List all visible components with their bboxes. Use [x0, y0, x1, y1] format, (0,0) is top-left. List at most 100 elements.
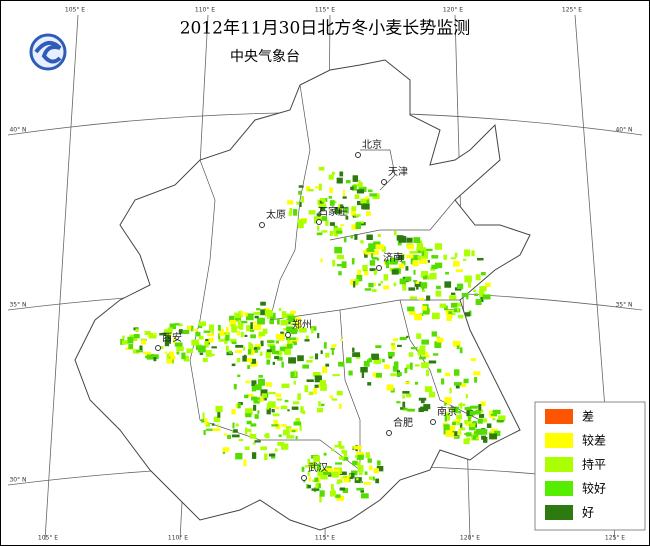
crop-patch [198, 321, 206, 327]
city-marker [386, 430, 392, 436]
crop-patch [245, 408, 253, 415]
crop-patch [439, 303, 447, 308]
crop-patch [164, 337, 171, 344]
crop-patch [417, 348, 426, 356]
crop-patch [336, 263, 343, 267]
crop-patch [289, 310, 297, 314]
crop-patch [233, 383, 237, 390]
crop-patch [402, 285, 407, 291]
crop-patch [258, 375, 263, 378]
crop-patch [299, 201, 302, 208]
crop-patch [267, 340, 275, 344]
crop-patch [288, 211, 292, 216]
city-label: 合肥 [393, 416, 413, 429]
crop-patch [446, 402, 450, 406]
crop-patch [475, 299, 482, 306]
crop-patch [404, 276, 412, 282]
crop-patch [376, 465, 384, 472]
crop-patch [250, 329, 255, 332]
crop-patch [333, 225, 338, 229]
crop-patch [173, 323, 180, 326]
crop-patch [245, 413, 252, 418]
crop-patch [368, 243, 376, 249]
crop-patch [279, 346, 285, 352]
crop-patch [271, 424, 279, 427]
legend-label: 差 [582, 410, 594, 424]
crop-patch [366, 198, 370, 204]
crop-patch [450, 257, 456, 260]
crop-patch [360, 366, 368, 373]
crop-patch [215, 405, 223, 413]
crop-patch [159, 332, 167, 336]
crop-patch [164, 341, 170, 347]
crop-patch [447, 425, 456, 432]
graticule-label: 120° E [443, 7, 463, 14]
crop-patch [424, 354, 430, 358]
crop-patch [356, 456, 364, 460]
crop-patch [377, 257, 380, 261]
crop-patch [444, 412, 450, 416]
crop-patch [360, 493, 369, 499]
graticule-label: 40° N [9, 127, 26, 134]
crop-patch [266, 403, 270, 410]
crop-patch [254, 315, 259, 319]
crop-patch [360, 480, 363, 483]
crop-patch [362, 264, 368, 271]
crop-patch [202, 412, 205, 420]
legend-swatch [545, 409, 573, 424]
crop-patch [319, 380, 326, 387]
crop-patch [390, 261, 398, 265]
crop-patch [235, 350, 243, 353]
crop-patch [453, 302, 462, 307]
city-label: 石家庄 [318, 205, 348, 218]
crop-patch [199, 352, 204, 355]
crop-patch [282, 429, 290, 436]
crop-patch [266, 359, 271, 365]
crop-patch [367, 458, 372, 463]
crop-patch [365, 452, 370, 459]
crop-patch [466, 432, 472, 437]
crop-patch [409, 311, 416, 315]
crop-patch [474, 377, 478, 383]
crop-patch [458, 410, 462, 414]
crop-patch [397, 254, 404, 261]
crop-patch [375, 345, 382, 349]
crop-patch [375, 244, 384, 249]
crop-patch [291, 327, 298, 335]
crop-patch [480, 295, 484, 303]
crop-patch [458, 428, 461, 433]
crop-patch [319, 200, 324, 205]
crop-patch [275, 340, 279, 344]
crop-patch [325, 363, 330, 367]
crop-patch [482, 294, 491, 300]
crop-patch [423, 404, 431, 410]
crop-patch [407, 244, 415, 250]
crop-patch [308, 477, 312, 482]
crop-patch [433, 353, 439, 356]
crop-patch [331, 348, 334, 356]
crop-patch [371, 353, 379, 360]
crop-patch [344, 206, 349, 214]
crop-patch [287, 335, 291, 342]
crop-patch [392, 338, 397, 342]
crop-patch [391, 342, 395, 346]
crop-patch [413, 269, 416, 275]
crop-patch [258, 396, 264, 402]
crop-patch [354, 278, 359, 286]
crop-patch [275, 423, 281, 430]
crop-patch [280, 331, 284, 334]
crop-patch [204, 341, 209, 348]
crop-patch [296, 322, 302, 329]
crop-patch [274, 448, 278, 452]
crop-patch [454, 382, 462, 386]
crop-patch [231, 341, 237, 345]
crop-patch [231, 325, 238, 333]
crop-patch [339, 471, 347, 476]
crop-patch [298, 327, 307, 333]
crop-patch [311, 327, 314, 334]
crop-patch [447, 414, 451, 421]
crop-patch [277, 318, 280, 325]
crop-patch [264, 453, 268, 461]
crop-patch [254, 346, 261, 350]
